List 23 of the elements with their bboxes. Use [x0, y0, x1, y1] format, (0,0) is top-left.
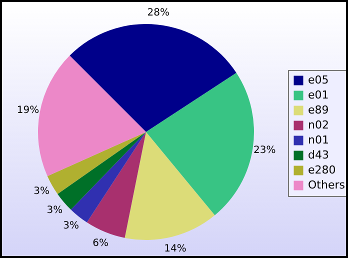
pie-slice [146, 72, 254, 216]
data-label: 3% [46, 204, 63, 216]
data-label: 19% [16, 105, 40, 116]
data-label: 23% [254, 145, 276, 156]
legend-label: Others [308, 178, 346, 192]
data-label: 3% [34, 186, 50, 198]
pie-slice [47, 132, 146, 194]
pie-slice [124, 132, 215, 240]
data-label: 14% [164, 243, 186, 254]
legend-label: n01 [308, 134, 329, 146]
legend-label: e01 [308, 88, 329, 102]
pie-slice [70, 132, 146, 222]
pie-slice [70, 24, 236, 132]
legend-label: n02 [308, 118, 329, 132]
legend-label: e89 [308, 104, 329, 116]
pie-slice [86, 132, 146, 238]
legend-label: e280 [308, 164, 336, 176]
data-label: 3% [63, 220, 80, 232]
data-label: 28% [147, 8, 170, 19]
legend-label: d43 [308, 148, 329, 162]
data-label: 6% [92, 238, 108, 250]
legend-label: e05 [308, 74, 329, 86]
pie-slice [38, 56, 146, 176]
